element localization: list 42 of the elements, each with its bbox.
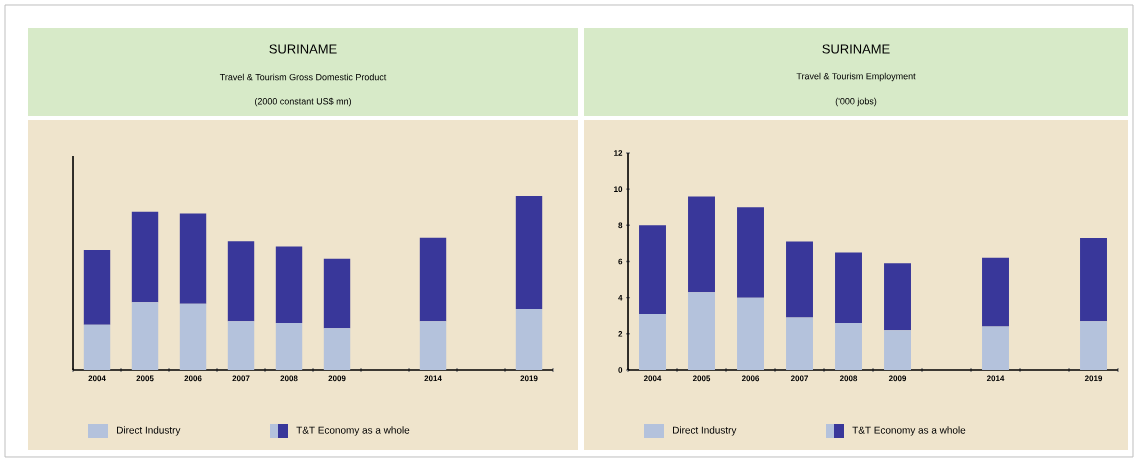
bar — [835, 252, 862, 323]
bar — [275, 323, 303, 370]
bar — [639, 225, 666, 314]
bar — [515, 196, 543, 310]
legend-label: T&T Economy as a whole — [296, 426, 410, 436]
bar — [737, 297, 764, 370]
bar — [1080, 237, 1107, 322]
bar — [83, 249, 111, 325]
bar — [1080, 321, 1107, 370]
bar — [737, 207, 764, 298]
bar — [835, 322, 862, 370]
bar — [179, 303, 207, 370]
bar — [884, 263, 911, 331]
text: ('000 jobs) — [835, 97, 877, 107]
bar — [419, 237, 447, 322]
legend-label: Direct Industry — [117, 426, 181, 436]
bar — [131, 302, 159, 370]
bar — [786, 317, 813, 370]
chart-title: SURINAME — [269, 44, 337, 54]
bar — [323, 328, 351, 370]
bar — [419, 321, 447, 370]
bar — [786, 241, 813, 318]
bar — [179, 213, 207, 304]
bar — [83, 324, 111, 370]
text: (2000 constant US$ mn) — [254, 97, 352, 107]
chart-title: SURINAME — [822, 44, 890, 54]
legend-label: T&T Economy as a whole — [852, 426, 966, 436]
chart-subtitle: Travel & Tourism Gross Domestic Product — [219, 73, 387, 81]
bar — [515, 309, 543, 370]
bar — [275, 246, 303, 324]
bar — [688, 292, 715, 370]
bar — [227, 241, 255, 322]
chart-subtitle: Travel & Tourism Employment — [796, 72, 916, 82]
bar — [688, 196, 715, 293]
bar — [323, 258, 351, 329]
bar — [884, 330, 911, 370]
bar — [131, 211, 159, 303]
bar — [227, 321, 255, 370]
bar — [982, 257, 1009, 327]
bar — [639, 313, 666, 370]
legend-label: Direct Industry — [673, 426, 737, 436]
bar — [982, 326, 1009, 370]
